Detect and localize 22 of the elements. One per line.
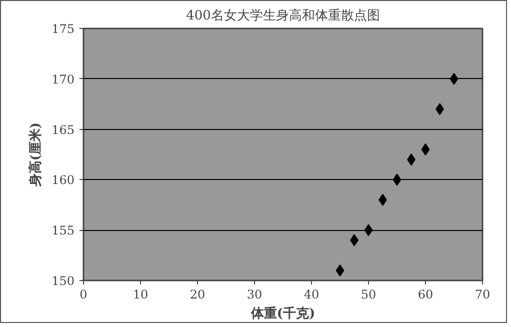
- point: [336, 264, 344, 276]
- y-tick-label: 150: [52, 274, 74, 288]
- x-tick-label: 70: [474, 288, 490, 302]
- x-tick-label: 50: [360, 288, 376, 302]
- x-tick-label: 10: [132, 288, 148, 302]
- x-tick-label: 40: [304, 288, 320, 302]
- x-tick-label: 0: [80, 288, 88, 302]
- point: [392, 174, 402, 186]
- y-tick-label: 155: [52, 224, 74, 238]
- point: [364, 224, 373, 236]
- point: [421, 143, 430, 156]
- y-tick-label: 165: [52, 122, 74, 137]
- y-tick-label: 160: [52, 173, 74, 188]
- x-axis-title: 体重(千克): [250, 306, 316, 322]
- chart-title: 400名女大学生身高和体重散点图: [186, 8, 380, 24]
- x-tick-label: 60: [418, 288, 434, 302]
- point: [450, 72, 458, 85]
- y-tick-label: 170: [52, 72, 74, 86]
- x-tick-label: 30: [246, 288, 262, 302]
- y-axis-title: 身高(厘米): [28, 122, 44, 188]
- y-tick-label: 175: [52, 22, 74, 36]
- x-tick-label: 20: [190, 288, 206, 302]
